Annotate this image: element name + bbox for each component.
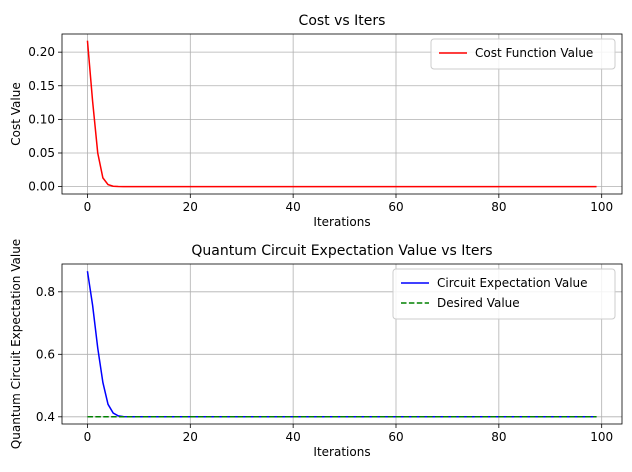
- x-tick-label: 40: [286, 200, 301, 214]
- y-tick-label: 0.00: [28, 180, 55, 194]
- legend-label: Cost Function Value: [475, 46, 593, 60]
- x-tick-label: 40: [286, 430, 301, 444]
- x-tick-label: 20: [183, 430, 198, 444]
- legend-label: Circuit Expectation Value: [437, 276, 588, 290]
- legend-box: [392, 268, 616, 320]
- y-tick-label: 0.15: [28, 79, 55, 93]
- legend-label: Desired Value: [437, 296, 520, 310]
- x-tick-label: 0: [84, 430, 92, 444]
- legend-box: [430, 38, 616, 70]
- series-line-1: [86, 40, 597, 188]
- legend: Cost Function Value: [430, 38, 616, 70]
- x-tick-label: 100: [590, 430, 613, 444]
- y-tick-label: 0.20: [28, 45, 55, 59]
- y-tick-label: 0.4: [36, 410, 55, 424]
- y-tick-label: 0.10: [28, 112, 55, 126]
- legend: Circuit Expectation Value Desired Value: [392, 268, 616, 320]
- x-tick-label: 20: [183, 200, 198, 214]
- y-axis-label: Quantum Circuit Expectation Value: [9, 239, 23, 449]
- axes-frame: [61, 33, 623, 195]
- y-tick-label: 0.8: [36, 285, 55, 299]
- y-tick-label: 0.05: [28, 146, 55, 160]
- x-tick-label: 100: [590, 200, 613, 214]
- x-tick-label: 60: [388, 200, 403, 214]
- subplot-1: 0 20 40 60 80 100 0.00 0.05 0.10 0.15 0.20 Cost vs …: [9, 13, 623, 229]
- x-tick-label: 60: [388, 430, 403, 444]
- y-tick-label: 0.6: [36, 347, 55, 361]
- axes-frame: [61, 263, 623, 425]
- chart-title: Quantum Circuit Expectation Value vs Ite…: [191, 243, 492, 259]
- x-tick-label: 80: [491, 430, 506, 444]
- x-axis-label: Iterations: [313, 215, 370, 229]
- chart-title: Cost vs Iters: [299, 13, 386, 29]
- x-axis-label: Iterations: [313, 445, 370, 459]
- x-tick-label: 80: [491, 200, 506, 214]
- subplot-2: 0 20 40 60 80 100 0.4 0.6 0.8 Quantum Circuit Exp…: [9, 239, 623, 459]
- y-axis-label: Cost Value: [9, 82, 23, 145]
- x-tick-label: 0: [84, 200, 92, 214]
